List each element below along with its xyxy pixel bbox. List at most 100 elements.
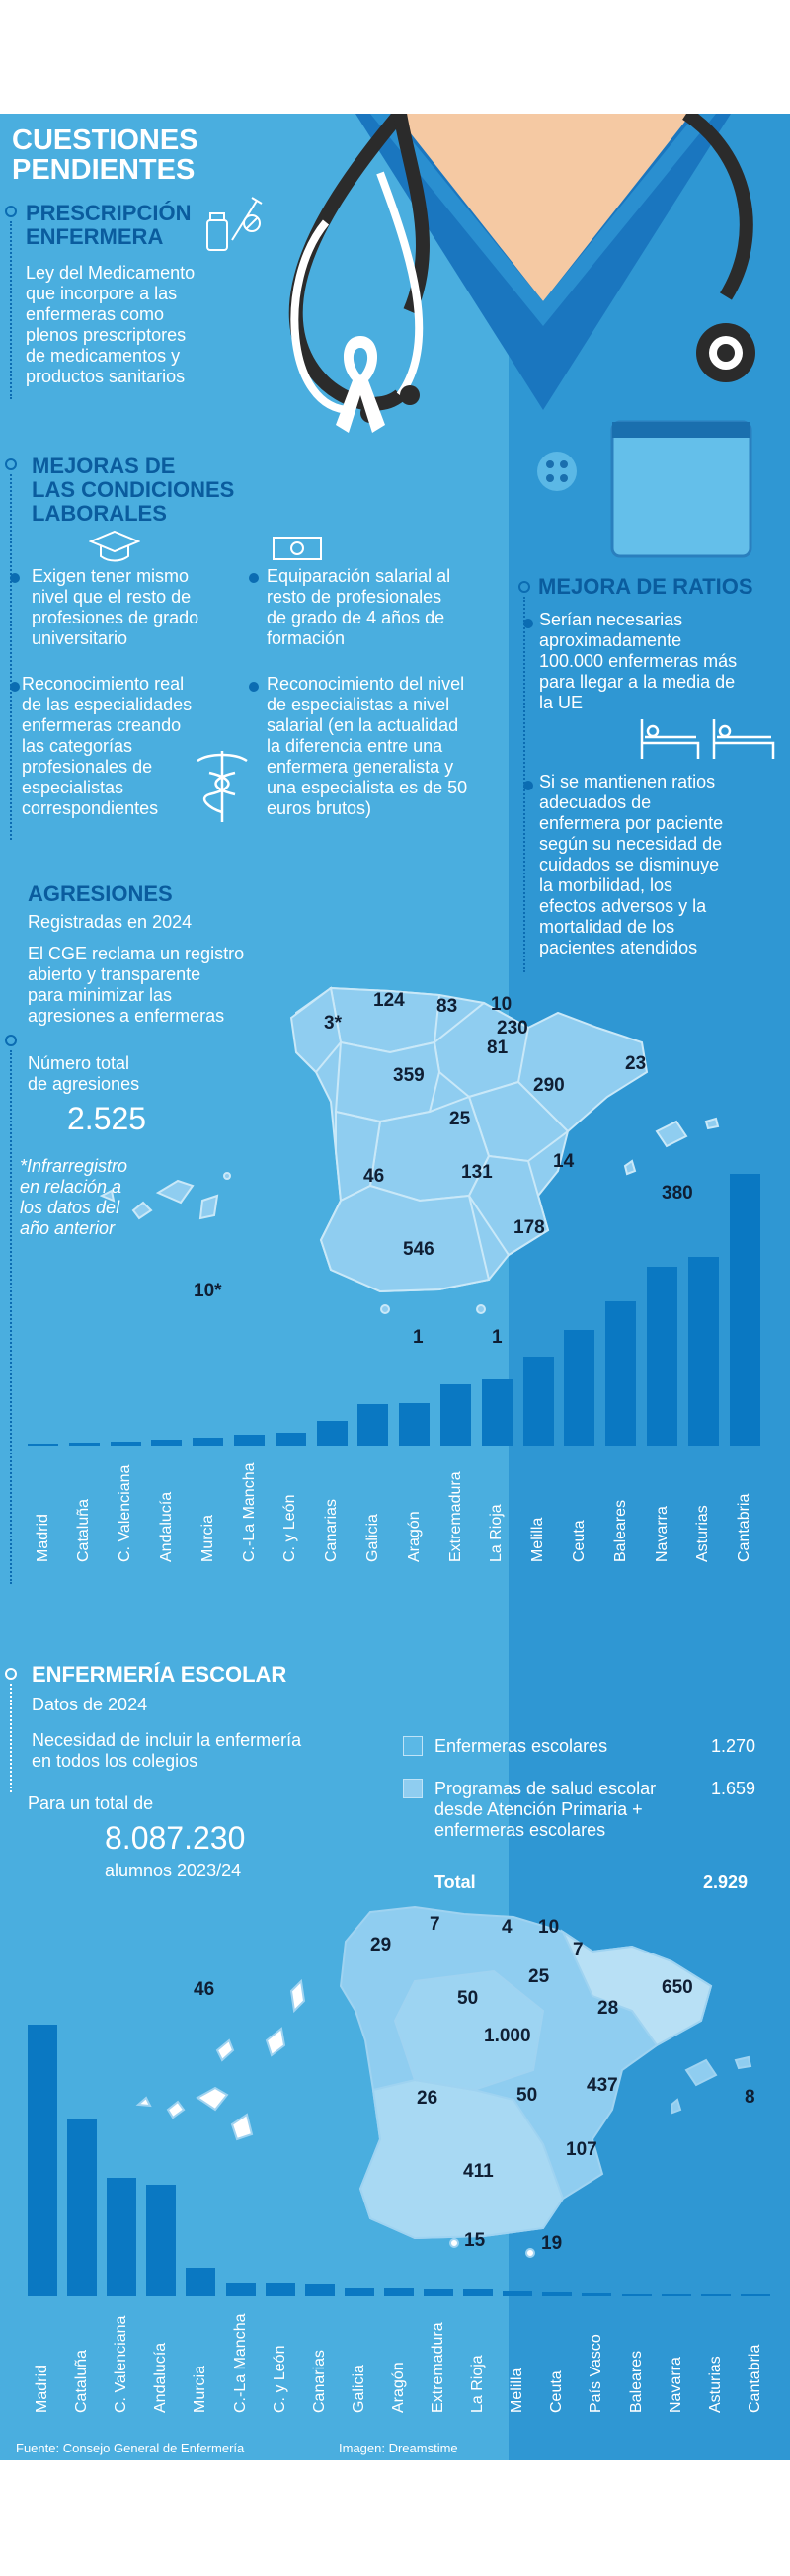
x-tick-label: Navarra [667, 2357, 684, 2413]
map-label: 7 [573, 1940, 584, 1960]
section-line [10, 221, 12, 399]
text-line: 100.000 enfermeras más [539, 651, 738, 671]
map-label: 411 [463, 2161, 494, 2182]
x-tick-label: C.-La Mancha [240, 1462, 258, 1563]
agresiones-title: AGRESIONES [28, 881, 173, 906]
total-row-value: 2.929 [703, 1872, 749, 1892]
map-label: 46 [194, 1979, 215, 2000]
text-line: cuidados se disminuye [539, 855, 720, 874]
x-tick-label: Murcia [192, 2365, 209, 2413]
bar-cataluña [68, 1443, 100, 1446]
bar-cataluña [67, 2119, 98, 2296]
text-line: nivel que el resto de [32, 587, 192, 607]
title-line-2: PENDIENTES [12, 154, 196, 186]
x-tick-label: Galicia [363, 1514, 381, 1562]
text-line: la morbilidad, los [539, 875, 673, 895]
ribbon-icon [336, 336, 385, 433]
x-tick-label: Baleares [611, 1499, 629, 1562]
map-label: 178 [514, 1217, 545, 1238]
pocket-icon [610, 420, 752, 558]
bar-extremadura [424, 2289, 453, 2296]
text-line: enfermera por paciente [539, 813, 724, 833]
text-line: la UE [539, 693, 584, 712]
x-tick-label: Cataluña [73, 2349, 91, 2413]
title-line-1: CUESTIONES [12, 125, 198, 156]
text-line: plenos prescriptores [26, 325, 187, 345]
x-tick-label: C. y León [281, 1494, 299, 1562]
map-label: 3* [324, 1013, 342, 1034]
text-line: de las especialidades [22, 695, 193, 714]
bar-extremadura [440, 1384, 471, 1446]
map-label: 359 [393, 1065, 425, 1086]
text-line: las categorías [22, 736, 133, 756]
section-marker [5, 1035, 17, 1046]
section-marker [5, 1668, 17, 1680]
bullet [523, 619, 533, 628]
map-label: 1 [492, 1327, 503, 1348]
prescripcion-title-1: PRESCRIPCIÓN [26, 201, 192, 225]
bar-país-vasco [582, 2293, 612, 2296]
text-line: salarial (en la actualidad [267, 715, 459, 735]
legend-swatch-programas [403, 1779, 423, 1798]
section-line [10, 1684, 12, 1792]
text-line: *Infrarregistro [20, 1156, 128, 1176]
x-tick-label: La Rioja [488, 1504, 506, 1562]
bar-galicia [357, 1404, 389, 1446]
x-tick-label: Aragón [405, 1511, 423, 1562]
total-row-label: Total [434, 1872, 476, 1892]
map-label: 19 [541, 2233, 563, 2254]
x-tick-label: Ceuta [570, 1520, 588, 1562]
map-label: 50 [516, 2085, 538, 2106]
map-label: 15 [464, 2230, 486, 2251]
text-line: Reconocimiento del nivel [267, 674, 465, 694]
medicine-icon [206, 197, 263, 251]
text-line: los datos del [20, 1198, 120, 1217]
bullet [10, 573, 20, 583]
bar-la-rioja [463, 2289, 494, 2296]
bar-navarra [661, 2294, 691, 2296]
map-label: 26 [417, 2088, 438, 2109]
section-marker [5, 206, 17, 217]
text-line: Equiparación salarial al [267, 566, 451, 586]
map-label: 124 [373, 990, 405, 1011]
escolar-title: ENFERMERÍA ESCOLAR [32, 1662, 287, 1687]
map-label: 46 [363, 1166, 385, 1187]
escolar-total-value: 8.087.230 [105, 1820, 246, 1856]
text-line: según su necesidad de [539, 834, 723, 854]
text-line: la diferencia entre una [267, 736, 443, 756]
ratios-title: MEJORA DE RATIOS [538, 574, 753, 599]
x-tick-label: Melilla [509, 2368, 526, 2413]
x-tick-label: Baleares [627, 2350, 645, 2413]
bar-asturias [700, 2294, 731, 2296]
x-tick-label: Galicia [350, 2365, 367, 2413]
text-line: profesionales de [22, 757, 153, 777]
x-tick-label: Extremadura [430, 2322, 446, 2413]
section-marker [5, 458, 17, 470]
map-label: 7 [430, 1914, 440, 1935]
bullet [10, 682, 20, 692]
map-label: 25 [449, 1109, 471, 1129]
x-tick-label: Canarias [323, 1498, 341, 1562]
spain-map-agresiones [99, 986, 720, 1314]
x-tick-label: Cataluña [75, 1498, 93, 1562]
x-tick-label: Aragón [389, 2362, 407, 2413]
escolar-total-sub: alumnos 2023/24 [105, 1861, 242, 1880]
agresiones-subtitle: Registradas en 2024 [28, 912, 193, 932]
agresiones-note: *Infrarregistro en relación a los datos … [20, 1156, 127, 1239]
x-tick-label: Murcia [198, 1514, 216, 1562]
escolar-total-label: Para un total de [28, 1793, 154, 1813]
legend-swatch-escolares [403, 1736, 423, 1756]
text-line: de grado de 4 años de [267, 608, 445, 627]
caduceus-icon [197, 751, 248, 822]
bar-ceuta [564, 1330, 595, 1446]
text-line: Ley del Medicamento [26, 263, 196, 283]
map-label: 10 [491, 994, 513, 1015]
text-line: en relación a [20, 1177, 122, 1197]
x-tick-label: C. y León [271, 2345, 288, 2413]
map-label: 131 [461, 1162, 493, 1183]
button-icon [537, 452, 577, 491]
mejoras-item-1: Exigen tener mismo nivel que el resto de… [32, 566, 198, 649]
text-line: formación [267, 628, 346, 648]
bar-baleares [621, 2294, 652, 2296]
prescripcion-title-2: ENFERMERA [26, 224, 164, 249]
